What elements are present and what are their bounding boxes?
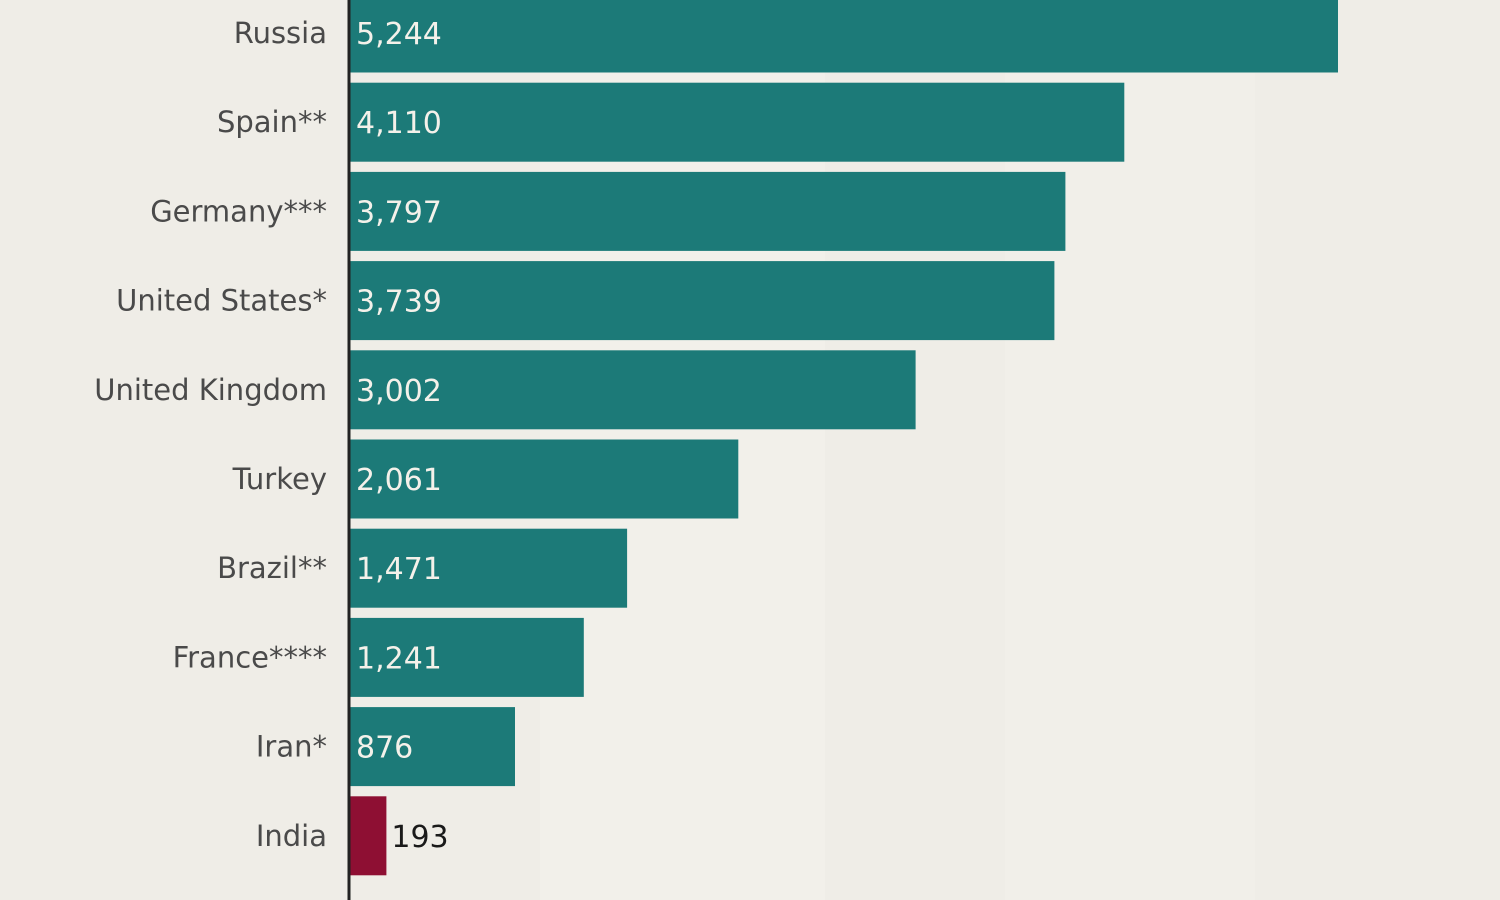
bar-5 (350, 439, 739, 519)
category-label: Spain** (217, 105, 327, 139)
value-label: 3,797 (356, 195, 442, 230)
value-label: 876 (356, 731, 413, 766)
category-label: India (256, 819, 327, 853)
bars-layer (350, 0, 1338, 876)
bar-9 (350, 796, 387, 876)
bar-0 (350, 0, 1338, 73)
category-label: Iran* (256, 730, 327, 764)
bar-7 (350, 617, 584, 697)
bar-2 (350, 171, 1066, 251)
value-label: 2,061 (356, 463, 442, 498)
value-label: 193 (391, 820, 448, 855)
bar-1 (350, 82, 1125, 162)
category-label: Russia (234, 16, 327, 50)
bar-6 (350, 528, 628, 608)
value-label: 4,110 (356, 106, 442, 141)
bar-3 (350, 261, 1055, 341)
category-label: France**** (173, 640, 327, 674)
value-label: 5,244 (356, 17, 442, 52)
bar-8 (350, 707, 515, 787)
category-label: Brazil** (217, 551, 327, 585)
category-label: United Kingdom (94, 373, 327, 407)
value-label: 3,739 (356, 285, 442, 320)
bar-4 (350, 350, 916, 430)
category-label: United States* (116, 284, 327, 318)
category-label: Turkey (232, 462, 327, 496)
value-label: 3,002 (356, 374, 442, 409)
value-label: 1,471 (356, 552, 442, 587)
value-label: 1,241 (356, 641, 442, 676)
category-label: Germany*** (150, 194, 327, 228)
labels-layer: Russia 5,244 Spain** 4,110 Germany*** 3,797 Un… (94, 16, 448, 855)
